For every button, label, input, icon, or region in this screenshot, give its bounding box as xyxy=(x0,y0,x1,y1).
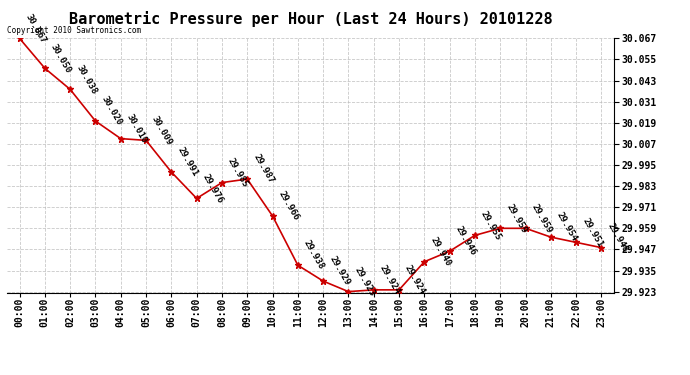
Text: Copyright 2010 Sawtronics.com: Copyright 2010 Sawtronics.com xyxy=(7,26,141,35)
Text: 29.959: 29.959 xyxy=(530,202,553,234)
Text: 29.959: 29.959 xyxy=(504,202,529,234)
Text: 29.991: 29.991 xyxy=(175,146,199,178)
Text: 29.987: 29.987 xyxy=(251,153,275,185)
Text: 29.951: 29.951 xyxy=(580,216,604,249)
Text: 29.954: 29.954 xyxy=(555,211,579,243)
Text: 30.009: 30.009 xyxy=(150,114,174,147)
Text: 29.966: 29.966 xyxy=(277,190,301,222)
Text: 29.948: 29.948 xyxy=(606,221,629,254)
Text: 30.067: 30.067 xyxy=(23,12,48,45)
Text: 29.955: 29.955 xyxy=(479,209,503,242)
Text: 29.929: 29.929 xyxy=(327,255,351,287)
Text: 29.924: 29.924 xyxy=(403,264,427,296)
Text: 29.985: 29.985 xyxy=(226,156,250,189)
Text: 29.924: 29.924 xyxy=(378,264,402,296)
Text: Barometric Pressure per Hour (Last 24 Hours) 20101228: Barometric Pressure per Hour (Last 24 Ho… xyxy=(69,11,552,27)
Text: 30.010: 30.010 xyxy=(125,112,149,145)
Text: 29.938: 29.938 xyxy=(302,239,326,272)
Text: 29.923: 29.923 xyxy=(353,266,377,298)
Text: 30.020: 30.020 xyxy=(99,95,124,127)
Text: 30.050: 30.050 xyxy=(49,42,73,75)
Text: 29.940: 29.940 xyxy=(428,236,453,268)
Text: 30.038: 30.038 xyxy=(75,63,98,96)
Text: 29.946: 29.946 xyxy=(454,225,477,257)
Text: 29.976: 29.976 xyxy=(201,172,225,205)
